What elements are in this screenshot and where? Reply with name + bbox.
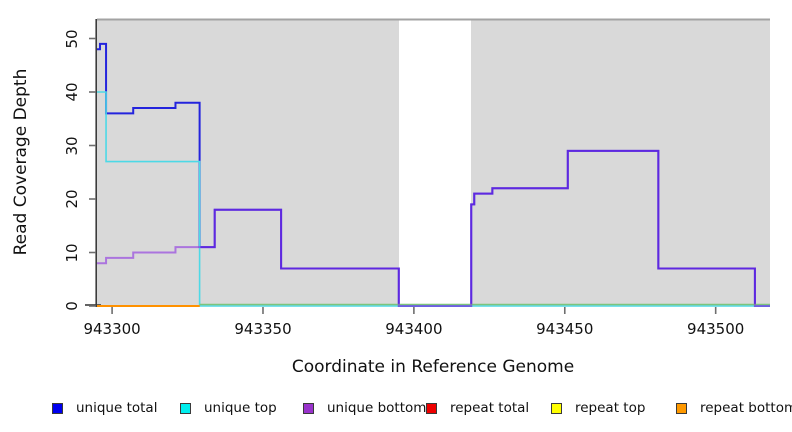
legend-label: unique top xyxy=(204,400,277,416)
coverage-panel-region xyxy=(471,20,770,306)
legend-label: repeat total xyxy=(450,400,530,416)
legend: unique total unique top unique bottom repea… xyxy=(0,0,792,416)
legend-swatch-unique-bottom xyxy=(303,402,314,414)
series-line-unique-bottom xyxy=(97,149,770,307)
legend-item: unique total xyxy=(52,400,157,416)
y-tick-label: 0 xyxy=(63,301,81,311)
legend-item: repeat top xyxy=(551,400,645,416)
x-tick-label: 943450 xyxy=(536,320,594,338)
y-tick-label: 50 xyxy=(63,28,81,49)
legend-swatch-unique-top xyxy=(180,402,191,414)
x-axis-label: Coordinate in Reference Genome xyxy=(291,357,575,377)
x-tick-label: 943350 xyxy=(234,320,292,338)
legend-label: unique bottom xyxy=(327,400,427,416)
y-tick-label: 40 xyxy=(63,82,81,102)
x-tick-label: 943500 xyxy=(687,320,745,338)
legend-label: unique total xyxy=(76,400,158,416)
legend-label: repeat bottom xyxy=(700,400,792,416)
legend-item: repeat total xyxy=(426,400,529,416)
legend-item: repeat bottom xyxy=(676,400,792,416)
legend-swatch-repeat-total xyxy=(426,402,437,414)
x-tick-label: 943300 xyxy=(83,320,141,338)
y-tick-label: 20 xyxy=(63,189,81,209)
x-tick-label: 943400 xyxy=(385,320,443,338)
y-tick-label: 10 xyxy=(63,242,81,263)
legend-label: repeat top xyxy=(575,400,646,416)
legend-swatch-repeat-top xyxy=(551,402,562,414)
y-axis-label: Read Coverage Depth xyxy=(11,68,31,256)
series-line-unique-top xyxy=(97,91,770,307)
y-tick-label: 30 xyxy=(63,135,81,156)
legend-item: unique bottom xyxy=(303,400,426,416)
legend-item: unique top xyxy=(180,400,277,416)
coverage-panel-region xyxy=(97,20,399,306)
legend-swatch-repeat-bottom xyxy=(676,402,687,414)
legend-swatch-unique-total xyxy=(52,402,63,414)
